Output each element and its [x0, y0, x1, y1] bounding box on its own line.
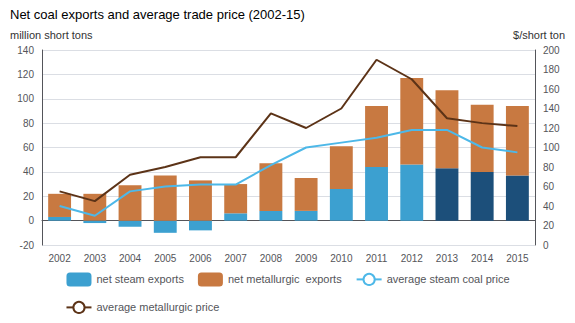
- svg-text:million short tons: million short tons: [10, 29, 93, 41]
- svg-text:60: 60: [23, 142, 35, 153]
- svg-text:net metallurgic exports: net metallurgic exports: [228, 273, 342, 285]
- svg-text:200: 200: [543, 45, 560, 56]
- svg-text:0: 0: [28, 215, 34, 226]
- svg-text:Net coal exports and average t: Net coal exports and average trade price…: [10, 7, 305, 22]
- svg-text:2007: 2007: [225, 253, 248, 264]
- svg-text:0: 0: [543, 240, 549, 251]
- svg-text:40: 40: [543, 201, 555, 212]
- svg-text:180: 180: [543, 64, 560, 75]
- svg-text:2014: 2014: [471, 253, 494, 264]
- svg-text:140: 140: [17, 45, 34, 56]
- svg-text:160: 160: [543, 84, 560, 95]
- svg-text:140: 140: [543, 103, 560, 114]
- svg-text:100: 100: [543, 142, 560, 153]
- svg-text:80: 80: [23, 118, 35, 129]
- svg-text:60: 60: [543, 181, 555, 192]
- svg-text:2010: 2010: [330, 253, 353, 264]
- svg-text:2013: 2013: [436, 253, 459, 264]
- svg-text:2003: 2003: [84, 253, 107, 264]
- svg-text:2012: 2012: [401, 253, 424, 264]
- svg-text:20: 20: [23, 191, 35, 202]
- svg-text:2005: 2005: [154, 253, 177, 264]
- svg-text:2015: 2015: [506, 253, 529, 264]
- svg-text:average steam coal price: average steam coal price: [387, 273, 510, 285]
- svg-text:2008: 2008: [260, 253, 283, 264]
- svg-text:-20: -20: [20, 240, 35, 251]
- svg-text:80: 80: [543, 162, 555, 173]
- svg-text:2009: 2009: [295, 253, 318, 264]
- svg-text:2002: 2002: [48, 253, 71, 264]
- svg-text:2006: 2006: [189, 253, 212, 264]
- svg-text:2011: 2011: [366, 253, 388, 264]
- svg-text:100: 100: [17, 93, 34, 104]
- svg-text:net steam exports: net steam exports: [96, 273, 184, 285]
- svg-text:average metallurgic price: average metallurgic price: [96, 301, 219, 313]
- svg-text:20: 20: [543, 220, 555, 231]
- svg-text:120: 120: [17, 69, 34, 80]
- svg-text:120: 120: [543, 123, 560, 134]
- svg-text:$/short ton: $/short ton: [513, 29, 565, 41]
- svg-text:40: 40: [23, 166, 35, 177]
- svg-text:2004: 2004: [119, 253, 142, 264]
